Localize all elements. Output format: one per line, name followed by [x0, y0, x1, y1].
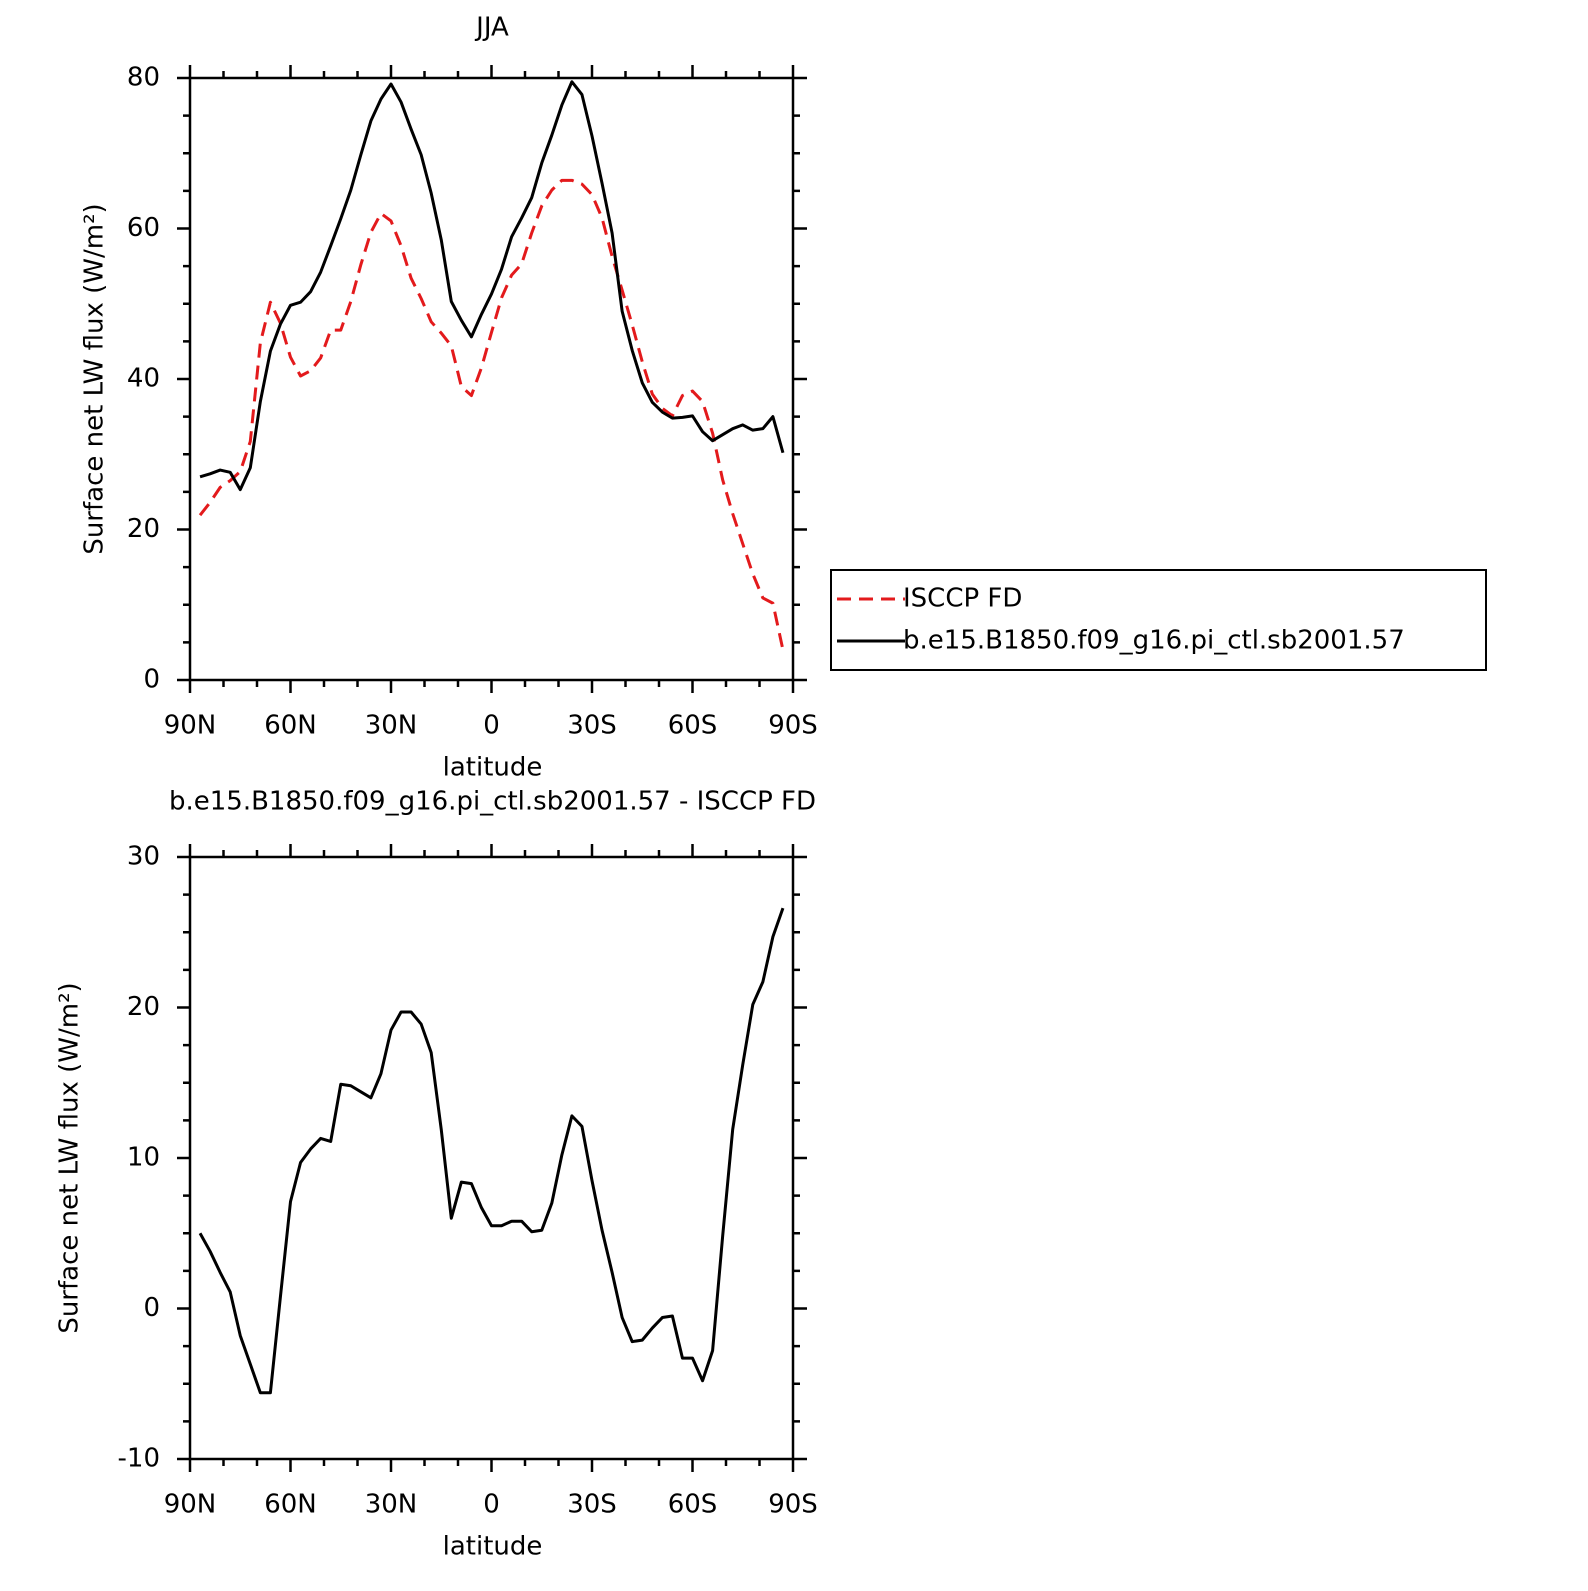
x-tick-label: 90N — [164, 711, 217, 741]
x-tick-label: 60S — [668, 711, 718, 741]
y-tick-label: 80 — [127, 63, 160, 93]
x-tick-label: 60S — [668, 1490, 718, 1520]
plot-frame — [188, 76, 795, 682]
x-tick-label: 30S — [567, 711, 617, 741]
x-axis-label: latitude — [443, 753, 543, 783]
y-tick-label: 20 — [127, 992, 160, 1022]
x-tick-label: 30S — [567, 1490, 617, 1520]
y-tick-label: 60 — [127, 213, 160, 243]
x-tick-label: 30N — [365, 1490, 418, 1520]
y-tick-label: 10 — [127, 1143, 160, 1173]
data-line — [198, 907, 785, 1395]
y-tick-label: 0 — [143, 1293, 160, 1323]
x-axis-label: latitude — [443, 1532, 543, 1562]
x-tick-label: 0 — [483, 1490, 500, 1520]
y-tick-label: 0 — [143, 665, 160, 695]
y-tick-label: 30 — [127, 842, 160, 872]
x-tick-label: 90N — [164, 1490, 217, 1520]
y-tick-label: 20 — [127, 514, 160, 544]
y-axis-label: Surface net LW flux (W/m²) — [55, 982, 85, 1333]
legend-box — [830, 569, 1487, 671]
y-axis-label: Surface net LW flux (W/m²) — [80, 203, 110, 554]
x-tick-label: 90S — [768, 1490, 818, 1520]
x-tick-label: 0 — [483, 711, 500, 741]
chart-title: b.e15.B1850.f09_g16.pi_ctl.sb2001.57 - I… — [169, 787, 816, 817]
data-line — [198, 178, 785, 651]
x-tick-label: 60N — [264, 1490, 317, 1520]
data-line — [199, 80, 785, 492]
chart-title: JJA — [474, 13, 509, 43]
legend-label: ISCCP FD — [903, 584, 1022, 614]
x-tick-label: 30N — [365, 711, 418, 741]
x-tick-label: 90S — [768, 711, 818, 741]
plot-frame — [188, 855, 795, 1461]
x-tick-label: 60N — [264, 711, 317, 741]
legend-label: b.e15.B1850.f09_g16.pi_ctl.sb2001.57 — [903, 626, 1405, 656]
y-tick-label: -10 — [118, 1444, 160, 1474]
y-tick-label: 40 — [127, 364, 160, 394]
